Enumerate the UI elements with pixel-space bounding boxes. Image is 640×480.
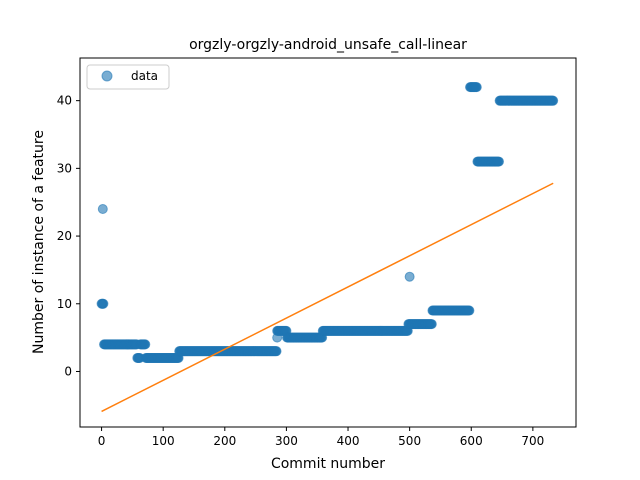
- data-point: [97, 203, 108, 214]
- x-tick-label: 0: [98, 434, 106, 448]
- data-point: [98, 298, 109, 309]
- x-axis-ticks: 0 100 200 300 400 500 600 700: [98, 427, 544, 448]
- y-tick-label: 10: [57, 297, 72, 311]
- data-point: [140, 339, 151, 350]
- x-axis-label: Commit number: [271, 456, 385, 472]
- data-point: [493, 156, 504, 167]
- y-tick-label: 40: [57, 94, 72, 108]
- chart-title: orgzly-orgzly-android_unsafe_call-linear: [189, 37, 467, 53]
- x-tick-label: 400: [337, 434, 360, 448]
- x-tick-label: 600: [460, 434, 483, 448]
- x-tick-label: 300: [275, 434, 298, 448]
- x-tick-label: 700: [521, 434, 544, 448]
- data-point: [271, 346, 282, 357]
- y-tick-label: 20: [57, 229, 72, 243]
- data-point: [272, 332, 283, 343]
- data-point: [426, 319, 437, 330]
- data-point: [404, 271, 415, 282]
- data-point: [471, 82, 482, 93]
- y-axis-label: Number of instance of a feature: [31, 130, 47, 354]
- x-tick-label: 200: [213, 434, 236, 448]
- legend: data: [86, 64, 170, 90]
- fit-line-layer: [101, 182, 554, 413]
- data-points: [96, 82, 559, 363]
- fit-line: [101, 182, 554, 413]
- data-point: [464, 305, 475, 316]
- legend-marker: [101, 70, 113, 82]
- legend-label: data: [131, 69, 158, 83]
- data-point: [548, 95, 559, 106]
- x-tick-label: 500: [398, 434, 421, 448]
- axes-frame: [79, 57, 577, 428]
- y-tick-label: 0: [64, 364, 72, 378]
- y-tick-label: 30: [57, 161, 72, 175]
- plot-area: [79, 57, 577, 428]
- axes-background: [80, 58, 576, 427]
- x-tick-label: 100: [152, 434, 175, 448]
- y-axis-ticks: 0 10 20 30 40: [57, 94, 80, 378]
